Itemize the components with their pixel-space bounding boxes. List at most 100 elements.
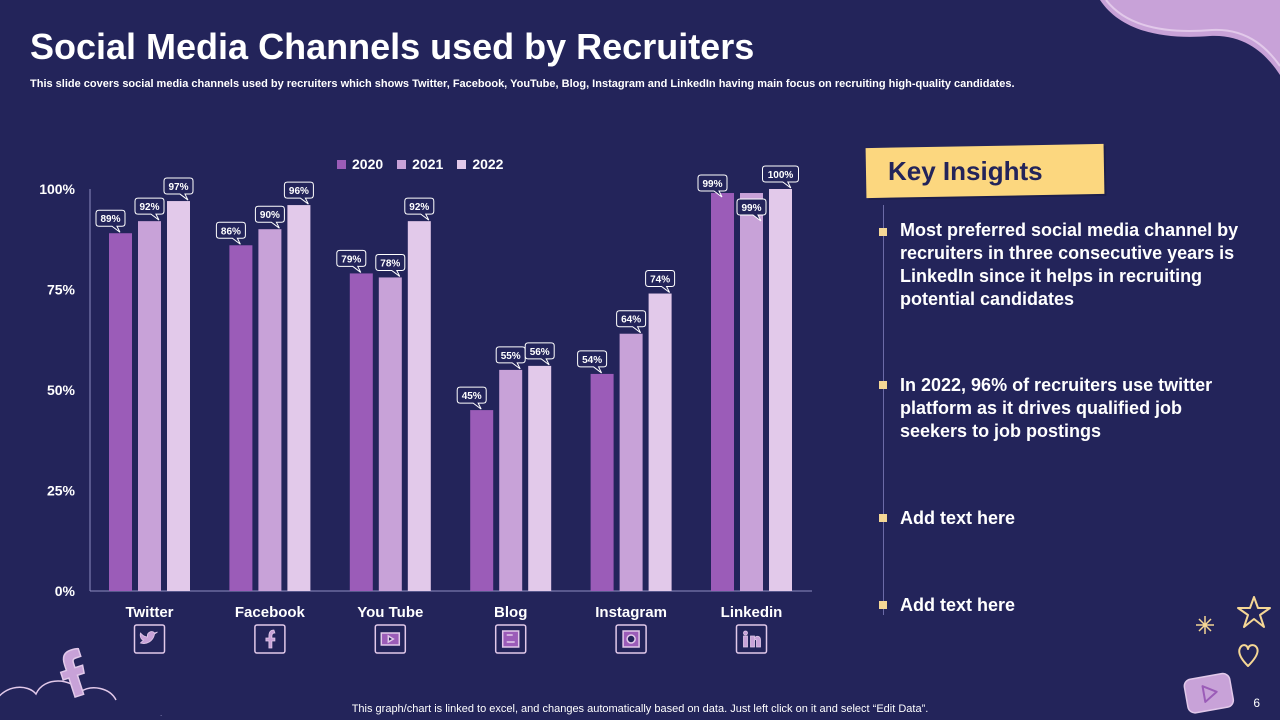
x-category-label: Instagram [595,604,667,621]
insight-text-3: Add text here [900,508,1016,528]
data-label-text: 90% [260,210,280,221]
legend-item-2022: 2022 [457,156,503,172]
bar-2021-blog[interactable] [499,369,523,591]
data-label-bubble [697,174,728,198]
footer-note: This graph/chart is linked to excel, and… [351,703,929,715]
insight-bullet-2 [879,381,887,389]
data-label-bubble [762,165,799,189]
bar-2021-facebook[interactable] [258,229,282,591]
data-label-bubble [577,350,608,374]
y-tick-label: 75% [47,282,76,298]
data-label-2021-you-tube: 78% [375,253,406,277]
data-label-2022-facebook: 96% [283,181,314,205]
blogger-icon [494,624,527,654]
data-label-2021-instagram: 64% [616,310,647,334]
star-doodle-decoration [1237,596,1271,628]
bar-2020-facebook[interactable] [229,245,253,591]
data-label-text: 89% [100,214,120,225]
key-insights-title: Key Insights [888,156,1043,186]
x-category-label: Linkedin [721,604,783,621]
data-label-text: 99% [702,179,722,190]
instagram-icon [615,624,647,654]
data-label-bubble [645,270,676,293]
data-label-2022-twitter: 97% [163,177,194,201]
data-label-text: 99% [741,203,761,214]
data-label-text: 74% [650,275,670,286]
insights-divider [883,205,884,615]
data-label-bubble [336,249,367,273]
data-label-2022-you-tube: 92% [404,197,435,221]
data-label-2021-twitter: 92% [134,197,165,221]
data-label-2021-blog: 55% [495,346,526,370]
data-label-bubble [404,197,435,221]
data-label-text: 92% [139,202,159,213]
insight-text-2: In 2022, 96% of recruiters use twitter p… [900,375,1213,441]
data-label-bubble [163,177,194,201]
data-label-bubble [254,205,285,229]
x-category-label: Blog [494,604,527,621]
corner-blob-decoration [1100,0,1280,75]
insight-bullet-4 [879,601,887,609]
bar-2022-instagram[interactable] [648,293,672,591]
sparkle-doodle-decoration [1196,616,1214,634]
data-label-2020-facebook: 86% [215,221,246,245]
data-label-bubble [95,209,126,233]
bar-2021-you-tube[interactable] [378,277,402,591]
data-label-text: 79% [341,254,361,265]
bar-2020-blog[interactable] [470,410,494,591]
data-label-2020-twitter: 89% [95,209,126,233]
data-label-bubble [456,386,487,410]
data-label-text: 55% [501,351,521,362]
play-sticker-decoration [1183,672,1235,714]
y-tick-label: 25% [47,483,76,499]
data-label-bubble [134,197,165,221]
data-label-text: 92% [409,202,429,213]
legend-item-2021: 2021 [397,156,443,172]
x-category-label: You Tube [357,604,423,621]
data-label-bubble [283,181,314,205]
bar-2021-instagram[interactable] [619,333,643,591]
twitter-icon [133,624,166,654]
data-label-bubble [736,198,767,222]
legend-item-2020: 2020 [337,156,383,172]
insight-bullet-1 [879,228,887,236]
data-label-text: 78% [380,258,400,269]
bar-2022-blog[interactable] [528,365,552,591]
bar-2022-you-tube[interactable] [407,221,431,591]
page-subtitle: This slide covers social media channels … [30,78,1015,90]
y-tick-label: 100% [39,181,75,197]
bar-2022-facebook[interactable] [287,205,311,591]
bar-2020-twitter[interactable] [109,233,132,591]
bar-2021-twitter[interactable] [138,221,161,591]
svg-text:.: . [160,709,162,718]
heart-doodle-decoration [1238,644,1259,667]
bar-2022-linkedin[interactable] [769,189,792,591]
data-label-text: 56% [530,347,550,358]
chart-legend: 2020 2021 2022 [337,156,503,172]
page-number: 6 [1253,696,1260,710]
data-label-2020-instagram: 54% [577,350,608,374]
insight-text-4: Add text here [900,595,1016,615]
bar-2020-linkedin[interactable] [711,193,734,591]
data-label-text: 54% [582,355,602,366]
data-label-2021-linkedin: 99% [736,198,767,222]
x-category-label: Facebook [235,604,306,621]
y-tick-label: 0% [55,583,76,599]
data-label-2022-instagram: 74% [645,270,676,293]
data-label-2020-you-tube: 79% [336,249,367,273]
x-category-label: Twitter [125,604,173,621]
data-label-bubble [524,342,555,366]
data-label-2020-blog: 45% [456,386,487,410]
bar-chart[interactable]: 0% 25% 50% 75% 100% 89% 86% 79% 45% 54% 99% 92% 90% 7… [0,140,840,660]
legend-label-2020: 2020 [352,156,384,172]
bar-2020-you-tube[interactable] [349,273,373,591]
legend-swatch-2021 [397,159,407,169]
data-label-text: 86% [221,226,241,237]
bar-2021-linkedin[interactable] [740,193,763,591]
insight-bullet-3 [879,514,887,522]
bar-2022-twitter[interactable] [167,201,190,591]
data-label-2021-facebook: 90% [254,205,285,229]
data-label-2022-linkedin: 100% [762,165,799,189]
bar-2020-instagram[interactable] [590,373,614,591]
page-title: Social Media Channels used by Recruiters [30,26,755,67]
